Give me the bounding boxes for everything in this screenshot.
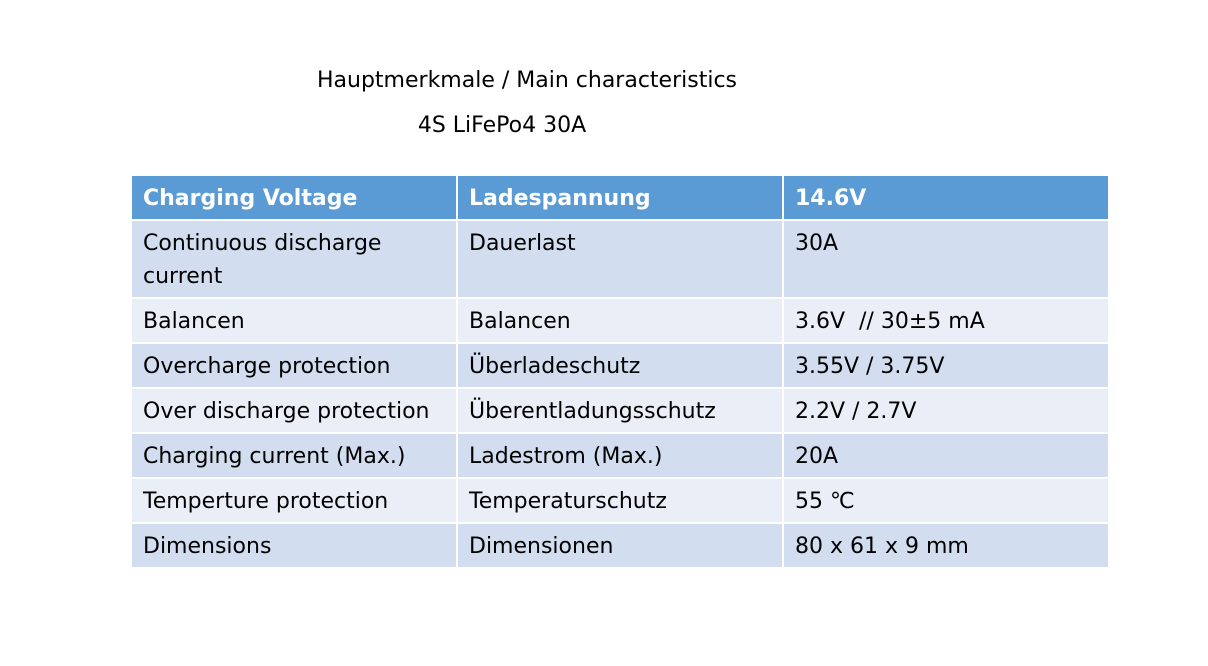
table-body: Charging Voltage Ladespannung 14.6V Cont… [130, 174, 1110, 569]
table-cell: Overcharge protection [130, 342, 458, 389]
cell-text: 30A [795, 231, 839, 256]
table-row: Balancen Balancen 3.6V // 30±5 mA [130, 297, 1110, 344]
cell-text: 80 x 61 x 9 mm [795, 534, 969, 559]
cell-text: 3.6V // 30±5 mA [795, 309, 985, 334]
cell-text: Over discharge protection [143, 399, 430, 424]
table-cell: 3.6V // 30±5 mA [782, 297, 1110, 344]
table-row: Over discharge protection Überentladungss… [130, 387, 1110, 434]
cell-text: Überentladungsschutz [469, 399, 716, 424]
table-cell: 55 ℃ [782, 477, 1110, 524]
cell-text: Overcharge protection [143, 354, 391, 379]
cell-text: Charging current (Max.) [143, 444, 406, 469]
table-row: Temperture protection Temperaturschutz 55 … [130, 477, 1110, 524]
table-cell: Charging current (Max.) [130, 432, 458, 479]
table-cell: 80 x 61 x 9 mm [782, 522, 1110, 569]
table-cell: 2.2V / 2.7V [782, 387, 1110, 434]
header-row: Charging Voltage Ladespannung 14.6V [130, 174, 1110, 221]
spec-table: Charging Voltage Ladespannung 14.6V Cont… [130, 174, 1110, 569]
table-cell: Balancen [456, 297, 784, 344]
table-cell: Temperaturschutz [456, 477, 784, 524]
table-cell: Continuous discharge current [130, 219, 458, 299]
table-cell: Dimensionen [456, 522, 784, 569]
table-cell: Überladeschutz [456, 342, 784, 389]
table-row: Overcharge protection Überladeschutz 3.55V… [130, 342, 1110, 389]
cell-text: 3.55V / 3.75V [795, 354, 945, 379]
header-cell: Charging Voltage [130, 174, 458, 221]
title: Hauptmerkmale / Main characteristics [317, 68, 737, 93]
table-cell: Temperture protection [130, 477, 458, 524]
cell-text: Dimensionen [469, 534, 614, 559]
cell-text: Dauerlast [469, 231, 576, 256]
cell-text: 20A [795, 444, 839, 469]
cell-text: Ladestrom (Max.) [469, 444, 663, 469]
table-cell: 3.55V / 3.75V [782, 342, 1110, 389]
cell-text: Dimensions [143, 534, 272, 559]
header-cell: Ladespannung [456, 174, 784, 221]
cell-text: Überladeschutz [469, 354, 641, 379]
cell-text: Temperaturschutz [469, 489, 667, 514]
table-cell: Überentladungsschutz [456, 387, 784, 434]
table-row: Charging current (Max.) Ladestrom (Max.) 2… [130, 432, 1110, 479]
table-cell: 20A [782, 432, 1110, 479]
cell-text: Balancen [143, 309, 245, 334]
table-row: Continuous discharge current Dauerlast 30A [130, 219, 1110, 299]
table-cell: 30A [782, 219, 1110, 299]
table-cell: Balancen [130, 297, 458, 344]
table-cell: Dimensions [130, 522, 458, 569]
header-cell: 14.6V [782, 174, 1110, 221]
table-cell: Over discharge protection [130, 387, 458, 434]
cell-text: Temperture protection [143, 489, 389, 514]
table-row: Dimensions Dimensionen 80 x 61 x 9 mm [130, 522, 1110, 569]
cell-text: 55 ℃ [795, 489, 855, 514]
subtitle: 4S LiFePo4 30A [417, 113, 587, 138]
cell-text: Balancen [469, 309, 571, 334]
cell-text: 2.2V / 2.7V [795, 399, 917, 424]
table-cell: Dauerlast [456, 219, 784, 299]
cell-text: Continuous discharge current [143, 231, 389, 289]
table-cell: Ladestrom (Max.) [456, 432, 784, 479]
